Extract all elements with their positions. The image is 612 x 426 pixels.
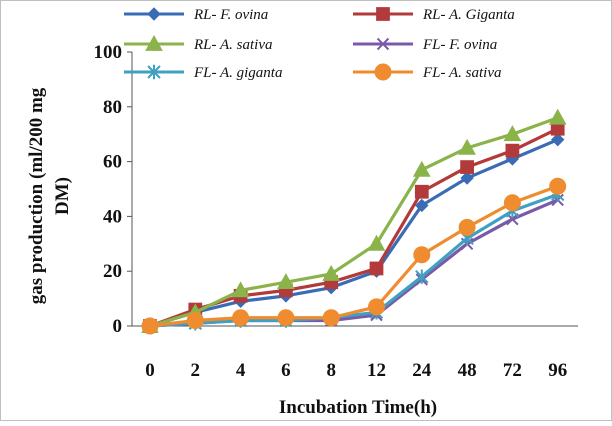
y-axis-title: gas production (ml/200 mg DM) <box>26 87 73 304</box>
x-tick-label: 48 <box>458 360 477 381</box>
series-line <box>149 116 559 328</box>
series-group <box>141 108 567 335</box>
x-tick-label: 2 <box>191 360 201 381</box>
data-point <box>147 7 161 21</box>
data-point <box>232 309 250 327</box>
x-tick-label: 0 <box>145 360 155 381</box>
y-tick-label: 0 <box>113 316 123 337</box>
legend-label: FL- A. giganta <box>193 65 282 81</box>
x-tick-label: 4 <box>236 360 246 381</box>
y-tick-label: 40 <box>103 206 122 227</box>
series-line <box>149 192 559 328</box>
x-tick-label: 72 <box>503 360 522 381</box>
y-axis-title-line: gas production (ml/200 mg <box>26 87 47 304</box>
data-point <box>231 281 250 298</box>
data-point <box>369 261 384 276</box>
x-tick-label: 96 <box>548 360 567 381</box>
data-point <box>503 125 522 142</box>
legend-label: RL- A. sativa <box>193 37 272 53</box>
data-point <box>458 138 476 155</box>
data-point <box>376 37 390 51</box>
legend: RL- F. ovina RL- A. Giganta RL- A. sativa F… <box>124 7 515 81</box>
data-point <box>415 198 429 213</box>
x-tick-label: 6 <box>281 360 291 381</box>
series-line <box>149 138 559 328</box>
data-point <box>186 312 204 330</box>
data-point <box>367 234 386 251</box>
legend-item: FL- F. ovina <box>353 37 497 53</box>
data-point <box>548 108 567 125</box>
x-tick-label: 24 <box>412 360 432 381</box>
data-point <box>503 194 521 212</box>
data-point <box>322 309 340 327</box>
data-point <box>414 184 429 199</box>
legend-item: FL- A. giganta <box>124 64 282 81</box>
series-line <box>149 184 559 328</box>
data-point <box>374 63 392 81</box>
data-point <box>550 132 565 147</box>
data-point <box>141 317 159 335</box>
x-axis-title: Incubation Time(h) <box>279 397 437 418</box>
legend-item: RL- F. ovina <box>124 7 268 23</box>
y-tick-label: 80 <box>103 97 122 118</box>
data-point <box>458 218 476 236</box>
legend-item: FL- A. sativa <box>353 63 501 81</box>
data-point <box>277 273 295 290</box>
legend-label: RL- A. Giganta <box>422 7 515 23</box>
x-tick-label: 12 <box>367 360 386 381</box>
legend-item: RL- A. Giganta <box>353 7 515 23</box>
legend-label: FL- A. sativa <box>422 65 501 81</box>
data-point <box>505 143 520 158</box>
data-point <box>460 160 474 174</box>
data-point <box>460 171 474 185</box>
y-tick-label: 100 <box>94 42 123 63</box>
data-point <box>549 177 567 195</box>
data-point <box>413 246 431 264</box>
data-point <box>145 34 163 51</box>
y-tick-label: 20 <box>103 261 122 282</box>
y-axis-title-line: DM) <box>52 177 73 215</box>
legend-item: RL- A. sativa <box>124 34 272 53</box>
data-point <box>147 64 161 80</box>
data-point <box>368 298 385 316</box>
data-point <box>376 7 390 21</box>
data-point <box>277 309 295 327</box>
data-point <box>415 269 429 284</box>
data-point <box>322 264 341 281</box>
data-point <box>412 160 431 177</box>
legend-label: FL- F. ovina <box>422 37 497 53</box>
legend-label: RL- F. ovina <box>193 7 268 23</box>
x-tick-label: 8 <box>326 360 336 381</box>
series-fl-a-sativa <box>141 177 567 335</box>
y-tick-label: 60 <box>103 152 122 173</box>
